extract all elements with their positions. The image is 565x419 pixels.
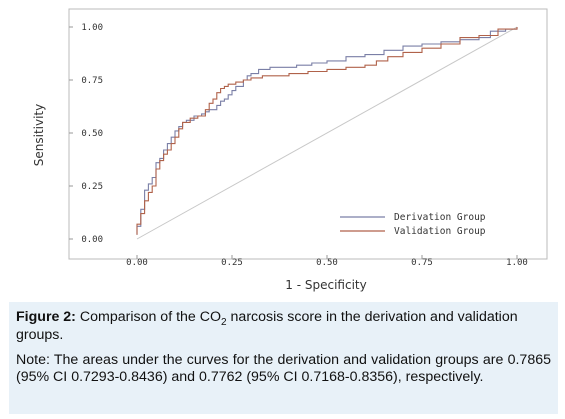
y-tick-label: 0.75 — [81, 76, 103, 86]
caption-subscript: 2 — [221, 316, 227, 328]
roc-figure: 0.00 0.25 0.50 0.75 1.00 0.00 0.25 0.50 0.75 1.0… — [32, 8, 548, 292]
y-tick-label: 0.25 — [81, 182, 103, 192]
x-tick-label: 0.50 — [316, 258, 338, 268]
caption-note: Note: The areas under the curves for the… — [16, 352, 551, 385]
y-axis-title: Sensitivity — [32, 104, 46, 166]
plot-frame — [68, 8, 548, 260]
legend: Derivation Group Validation Group — [340, 212, 486, 237]
caption-label: Figure 2: — [16, 309, 76, 325]
series-line-derivation — [136, 27, 518, 235]
x-tick-label: 1.00 — [506, 258, 528, 268]
reference-diagonal — [136, 26, 518, 240]
x-tick-label: 0.25 — [221, 258, 243, 268]
x-axis-title: 1 - Specificity — [285, 278, 366, 292]
y-tick-label: 0.00 — [81, 235, 103, 245]
x-tick-label: 0.00 — [126, 258, 148, 268]
series-line-validation — [136, 27, 518, 235]
y-tick-label: 0.50 — [81, 129, 103, 139]
caption-text-part2: narcosis score in the derivation and val… — [16, 309, 518, 343]
figure-caption: Figure 2: Comparison of the CO2 narcosis… — [9, 302, 558, 414]
x-tick-label: 0.75 — [411, 258, 433, 268]
y-tick-label: 1.00 — [81, 23, 103, 33]
caption-text-part1: Comparison of the CO — [79, 309, 222, 325]
legend-label-derivation: Derivation Group — [394, 212, 486, 223]
caption-title: Figure 2: Comparison of the CO2 narcosis… — [16, 308, 551, 344]
legend-label-validation: Validation Group — [394, 226, 486, 237]
roc-chart: 0.00 0.25 0.50 0.75 1.00 0.00 0.25 0.50 0.75 1.0… — [32, 8, 548, 292]
